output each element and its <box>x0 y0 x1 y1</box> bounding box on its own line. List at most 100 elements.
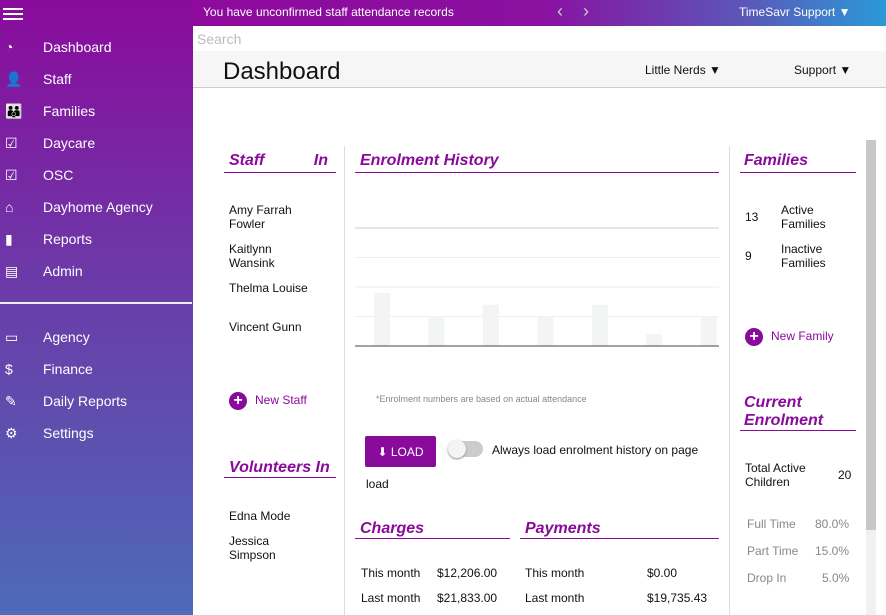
sidebar-item-osc[interactable]: ☑ OSC <box>0 161 193 189</box>
enrolment-chart <box>355 227 719 347</box>
current-enrolment-heading: Current Enrolment <box>740 394 856 431</box>
bar[interactable] <box>374 292 390 346</box>
sidebar-item-daycare[interactable]: ☑ Daycare <box>0 129 193 157</box>
sidebar-item-dayhome-agency[interactable]: ⌂ Dayhome Agency <box>0 193 193 221</box>
scrollbar[interactable] <box>866 140 876 615</box>
inactive-families-label[interactable]: Inactive Families <box>781 242 826 270</box>
enrolment-percent: 80.0% <box>815 517 850 531</box>
families-heading: Families <box>740 152 856 173</box>
menu-icon[interactable] <box>3 5 23 23</box>
active-families-label[interactable]: Active Families <box>781 203 826 231</box>
sidebar-item-label: Settings <box>43 425 94 441</box>
settings-icon: ⚙ <box>5 424 18 441</box>
divider <box>0 302 192 304</box>
bar[interactable] <box>646 334 663 346</box>
top-bar: You have unconfirmed staff attendance re… <box>193 0 886 26</box>
staff-name[interactable]: Thelma Louise <box>229 281 308 295</box>
enrolment-note: *Enrolment numbers are based on actual a… <box>376 394 587 404</box>
enrolment-type: Full Time <box>747 517 796 531</box>
bar[interactable] <box>591 304 608 346</box>
charges-label: Last month <box>361 591 421 605</box>
total-children-label: Total Active Children <box>745 461 806 489</box>
page-title: Dashboard <box>223 58 341 85</box>
sidebar-item-agency[interactable]: ▭ Agency <box>0 323 193 351</box>
user-menu[interactable]: TimeSavr Support ▼ <box>739 5 851 19</box>
search-input[interactable] <box>193 26 886 51</box>
reports-icon: ▮ <box>5 230 13 247</box>
families-icon: 👪 <box>5 102 23 119</box>
dayhome-agency-icon: ⌂ <box>5 199 14 215</box>
toggle-label: Always load enrolment history on page <box>492 443 699 457</box>
sidebar-item-label: Daily Reports <box>43 393 128 409</box>
sidebar-item-daily-reports[interactable]: ✎ Daily Reports <box>0 387 193 415</box>
enrolment-percent: 15.0% <box>815 544 850 558</box>
sidebar-item-label: Reports <box>43 231 93 247</box>
charges-value: $12,206.00 <box>437 566 498 580</box>
divider <box>729 146 730 615</box>
sidebar-item-reports[interactable]: ▮ Reports <box>0 225 193 253</box>
plus-icon: + <box>229 392 247 410</box>
sidebar-item-admin[interactable]: ▤ Admin <box>0 257 193 285</box>
payments-value: $0.00 <box>647 566 678 580</box>
new-staff-button[interactable]: + New Staff <box>229 392 307 410</box>
bar[interactable] <box>482 304 499 346</box>
bar[interactable] <box>537 316 554 347</box>
daily-reports-icon: ✎ <box>5 392 17 409</box>
sidebar-item-label: Daycare <box>43 135 96 151</box>
sidebar-item-label: Admin <box>43 263 83 279</box>
load-button[interactable]: ⬇ LOAD <box>365 436 436 467</box>
download-icon: ⬇ <box>377 444 391 459</box>
enrolment-percent: 5.0% <box>822 571 850 585</box>
chevron-left-icon[interactable]: ‹ <box>557 1 563 21</box>
sidebar-item-label: OSC <box>43 167 74 183</box>
dashboard-icon: ◔ <box>5 39 14 55</box>
total-children-value: 20 <box>838 468 852 482</box>
sidebar-item-label: Staff <box>43 71 72 87</box>
sidebar-item-dashboard[interactable]: ◔ Dashboard <box>0 33 193 61</box>
toggle-label-cont: load <box>366 477 389 491</box>
staff-name[interactable]: Amy Farrah Fowler <box>229 203 292 231</box>
agency-icon: ▭ <box>5 328 19 345</box>
sidebar-item-finance[interactable]: $ Finance <box>0 355 193 383</box>
osc-icon: ☑ <box>5 166 18 183</box>
bar[interactable] <box>700 316 717 347</box>
support-dropdown[interactable]: Support ▼ <box>794 63 852 77</box>
chevron-right-icon[interactable]: › <box>583 1 589 21</box>
payments-label: This month <box>525 566 585 580</box>
sidebar-item-label: Dashboard <box>43 39 112 55</box>
payments-heading: Payments <box>520 520 719 539</box>
staff-name[interactable]: Vincent Gunn <box>229 320 302 334</box>
location-dropdown[interactable]: Little Nerds ▼ <box>645 63 721 77</box>
charges-heading: Charges <box>355 520 510 539</box>
active-families-count: 13 <box>745 210 759 224</box>
page-header: Dashboard Little Nerds ▼ Support ▼ <box>193 51 886 88</box>
payments-label: Last month <box>525 591 585 605</box>
finance-icon: $ <box>5 361 13 377</box>
staff-icon: 👤 <box>5 70 23 87</box>
volunteer-name[interactable]: Edna Mode <box>229 509 291 523</box>
charges-value: $21,833.00 <box>437 591 498 605</box>
volunteer-name[interactable]: Jessica Simpson <box>229 534 276 562</box>
bar[interactable] <box>428 316 445 347</box>
staff-name[interactable]: Kaitlynn Wansink <box>229 242 275 270</box>
enrolment-type: Part Time <box>747 544 799 558</box>
sidebar-item-label: Dayhome Agency <box>43 199 153 215</box>
admin-icon: ▤ <box>5 262 19 279</box>
sidebar-item-label: Families <box>43 103 96 119</box>
enrolment-heading: Enrolment History <box>355 152 719 173</box>
attendance-alert[interactable]: You have unconfirmed staff attendance re… <box>203 5 454 19</box>
sidebar-item-families[interactable]: 👪 Families <box>0 97 193 125</box>
daycare-icon: ☑ <box>5 134 18 151</box>
inactive-families-count: 9 <box>745 249 752 263</box>
always-load-toggle[interactable] <box>448 440 483 458</box>
sidebar-item-staff[interactable]: 👤 Staff <box>0 65 193 93</box>
sidebar-item-label: Agency <box>43 329 90 345</box>
sidebar: ◔ Dashboard 👤 Staff 👪 Families ☑ Daycare ☑ OSC ⌂ Da… <box>0 0 193 615</box>
sidebar-item-label: Finance <box>43 361 93 377</box>
divider <box>344 146 345 615</box>
new-family-button[interactable]: + New Family <box>745 328 834 346</box>
payments-value: $19,735.43 <box>647 591 708 605</box>
plus-icon: + <box>745 328 763 346</box>
enrolment-type: Drop In <box>747 571 787 585</box>
sidebar-item-settings[interactable]: ⚙ Settings <box>0 419 193 447</box>
